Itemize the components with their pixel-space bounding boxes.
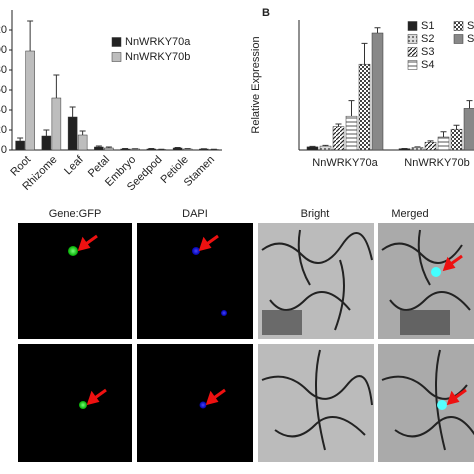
legend-swatch [407, 21, 418, 31]
bar [450, 128, 463, 151]
bar [319, 145, 332, 151]
legend-label: S5 [467, 20, 474, 32]
legend-swatch [407, 47, 418, 57]
column-label: DAPI [182, 208, 208, 220]
legend-label: S4 [421, 59, 434, 71]
cell-walls [261, 229, 474, 451]
error-bar [174, 147, 181, 148]
panel-label: B [262, 7, 270, 19]
error-bar [466, 100, 473, 109]
error-bar [335, 123, 342, 127]
bar [371, 32, 384, 151]
y-tick-label: 100 [0, 44, 7, 56]
gfp-image [18, 223, 132, 339]
error-bar [53, 74, 60, 98]
error-bar [43, 129, 50, 136]
error-bar [105, 146, 112, 148]
bar [67, 116, 78, 151]
y-tick-label: 20 [0, 124, 7, 136]
error-bar [17, 137, 24, 141]
bar [437, 136, 450, 151]
y-tick-label: 120 [0, 24, 7, 36]
bar [182, 148, 193, 151]
bar [120, 148, 130, 151]
error-bar [440, 131, 447, 137]
bar [172, 147, 183, 151]
bar [424, 141, 437, 151]
error-bar [95, 145, 102, 147]
error-bar [122, 148, 129, 149]
error-bar [374, 27, 381, 33]
error-bar [348, 100, 355, 117]
y-axis-label: Relative Expression [250, 36, 262, 133]
error-bar [453, 124, 460, 130]
micrographs: Gene:GFP DAPI Bright Merged [18, 208, 474, 462]
legend-label: S1 [421, 20, 434, 32]
error-bar [309, 145, 316, 147]
y-tick-label: 60 [0, 84, 7, 96]
bar [77, 134, 88, 151]
error-bar [322, 144, 329, 147]
dapi-image [137, 223, 253, 339]
legend-swatch [111, 52, 122, 62]
error-bar [27, 20, 34, 51]
y-tick-label: 80 [0, 64, 7, 76]
error-bar [79, 130, 86, 135]
legend-swatch [407, 60, 418, 70]
error-bar [148, 148, 155, 149]
legend-swatch [407, 34, 418, 44]
bar [306, 146, 319, 151]
bar [15, 140, 25, 151]
legend-label: S2 [421, 33, 434, 45]
error-bar [427, 140, 434, 143]
bar [25, 50, 35, 151]
legend-label: S3 [421, 46, 434, 58]
legend-label: NnWRKY70b [125, 51, 190, 63]
bar [104, 147, 114, 151]
bar [463, 108, 474, 151]
bar [94, 146, 104, 151]
bar [345, 115, 358, 151]
y-tick-label: 0 [1, 144, 7, 156]
error-bar [414, 146, 421, 148]
column-label: Gene:GFP [49, 208, 102, 220]
bar [358, 63, 371, 151]
column-label: Bright [301, 208, 330, 220]
merged-image [378, 344, 474, 462]
bar [332, 126, 345, 151]
x-tick-label: NnWRKY70a [312, 157, 378, 169]
gfp-image [18, 344, 132, 462]
bar [51, 97, 62, 151]
legend-swatch [453, 34, 464, 44]
error-bar [361, 42, 368, 65]
column-label: Merged [391, 208, 428, 220]
legend-label: S6 [467, 33, 474, 45]
bar [41, 135, 52, 151]
error-bar [69, 106, 76, 117]
y-tick-label: 40 [0, 104, 7, 116]
bar [411, 147, 424, 151]
legend-swatch [453, 21, 464, 31]
dapi-image [137, 344, 253, 462]
legend-label: NnWRKY70a [125, 36, 191, 48]
x-tick-label: Leaf [62, 153, 86, 177]
legend-swatch [111, 37, 122, 47]
bar [146, 148, 157, 151]
x-tick-label: NnWRKY70b [404, 157, 469, 169]
